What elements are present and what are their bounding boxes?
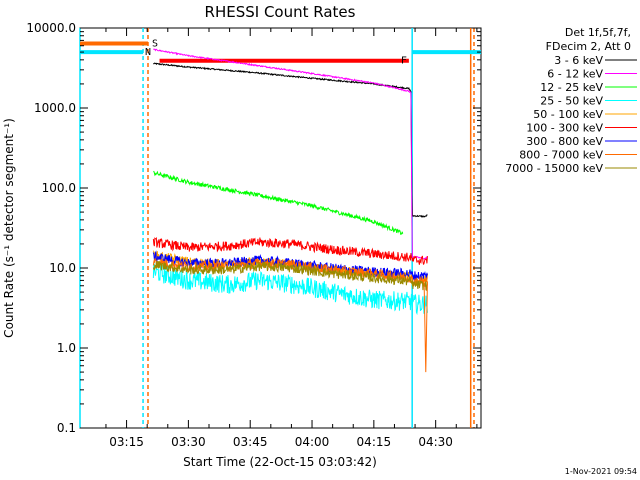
flag-letter-S: S	[152, 39, 158, 50]
x-tick-label: 04:00	[295, 435, 330, 449]
legend-label: 50 - 100 keV	[533, 108, 603, 121]
legend: Det 1f,5f,7f, FDecim 2, Att 0 3 - 6 keV6…	[505, 26, 637, 175]
x-tick-label: 03:15	[109, 435, 144, 449]
x-tick-label: 03:45	[233, 435, 268, 449]
plot-frame	[79, 27, 482, 429]
y-tick-label: 1000.0	[34, 101, 76, 115]
legend-label: 800 - 7000 keV	[519, 149, 603, 162]
flag-bars: SN F	[80, 39, 481, 67]
x-axis: 03:15 03:30 03:45 04:00 04:15 04:30	[105, 28, 478, 449]
x-tick-label: 04:15	[357, 435, 392, 449]
flag-letter-F: F	[401, 56, 407, 67]
y-tick-label: 10000.0	[26, 21, 76, 35]
orange-dip-spike	[423, 281, 428, 373]
series-line-8	[152, 260, 428, 292]
generation-timestamp: 1-Nov-2021 09:54	[565, 467, 637, 476]
chart-title: RHESSI Count Rates	[205, 3, 356, 21]
y-tick-label: 0.1	[57, 421, 76, 435]
series-lines	[152, 48, 428, 373]
legend-label: 100 - 300 keV	[526, 122, 603, 135]
series-line-1	[153, 48, 428, 260]
y-axis: 0.1 1.0 10.0 100.0 1000.0 10000.0	[26, 21, 481, 435]
series-line-3	[152, 262, 428, 316]
y-axis-label: Count Rate (s⁻¹ detector segment⁻¹)	[2, 118, 16, 338]
series-line-5	[152, 236, 428, 265]
series-line-2	[153, 170, 404, 236]
legend-header-line-1: Det 1f,5f,7f,	[565, 26, 631, 39]
y-tick-label: 10.0	[49, 261, 76, 275]
vertical-markers	[79, 28, 475, 428]
legend-header-line-2: FDecim 2, Att 0	[546, 40, 631, 53]
legend-label: 12 - 25 keV	[540, 81, 603, 94]
x-axis-label: Start Time (22-Oct-15 03:03:42)	[183, 455, 377, 469]
legend-label: 300 - 800 keV	[526, 135, 603, 148]
x-tick-label: 04:30	[418, 435, 453, 449]
x-tick-label: 03:30	[171, 435, 206, 449]
y-tick-label: 1.0	[57, 341, 76, 355]
legend-label: 25 - 50 keV	[540, 95, 603, 108]
legend-label: 7000 - 15000 keV	[505, 162, 603, 175]
legend-label: 3 - 6 keV	[554, 54, 603, 67]
legend-label: 6 - 12 keV	[547, 68, 603, 81]
y-tick-label: 100.0	[42, 181, 76, 195]
plot-area: SN F	[79, 27, 482, 429]
flag-letter-N: N	[145, 47, 151, 58]
